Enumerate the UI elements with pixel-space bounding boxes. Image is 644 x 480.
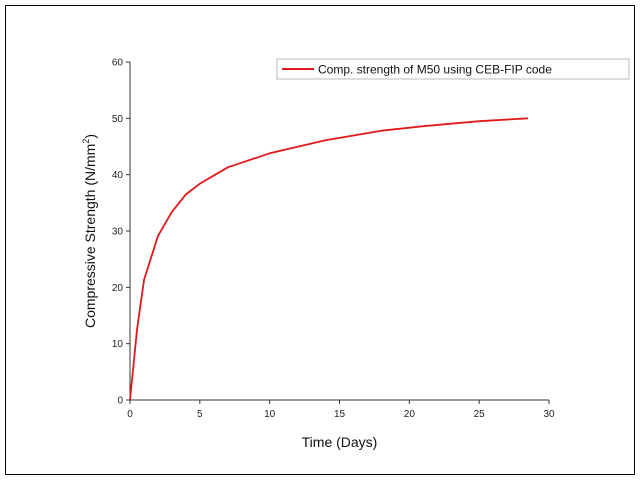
x-tick-label: 15 xyxy=(334,409,346,420)
x-tick-label: 5 xyxy=(197,409,203,420)
axes xyxy=(129,62,549,401)
figure-frame xyxy=(5,5,635,475)
series-line xyxy=(129,117,529,401)
legend-box xyxy=(276,58,630,80)
x-ticks: 0 5 10 15 20 25 30 xyxy=(127,400,555,420)
y-tick-label: 60 xyxy=(112,58,124,69)
x-tick-label: 0 xyxy=(127,409,133,420)
y-tick-label: 10 xyxy=(112,339,124,350)
x-tick-label: 30 xyxy=(543,409,555,420)
y-tick-label: 30 xyxy=(112,227,124,238)
y-tick-label: 0 xyxy=(117,396,123,407)
x-tick-label: 20 xyxy=(404,409,416,420)
y-axis-title-main: Compressive Strength (N/mm xyxy=(82,144,98,328)
series-layer xyxy=(129,117,529,401)
legend-label: Comp. strength of M50 using CEB-FIP code xyxy=(318,63,552,77)
y-tick-label: 50 xyxy=(112,114,124,125)
legend: Comp. strength of M50 using CEB-FIP code xyxy=(276,58,630,80)
y-axis-title: Compressive Strength (N/mm2) xyxy=(81,134,98,328)
x-tick-label: 25 xyxy=(474,409,486,420)
x-axis-title: Time (Days) xyxy=(302,434,378,450)
x-tick-label: 10 xyxy=(264,409,276,420)
y-ticks: 0 10 20 30 40 50 60 xyxy=(112,58,130,407)
y-axis-title-close: ) xyxy=(82,134,98,139)
y-tick-label: 20 xyxy=(112,283,124,294)
y-tick-label: 40 xyxy=(112,170,124,181)
y-axis-title-superscript: 2 xyxy=(81,139,91,144)
